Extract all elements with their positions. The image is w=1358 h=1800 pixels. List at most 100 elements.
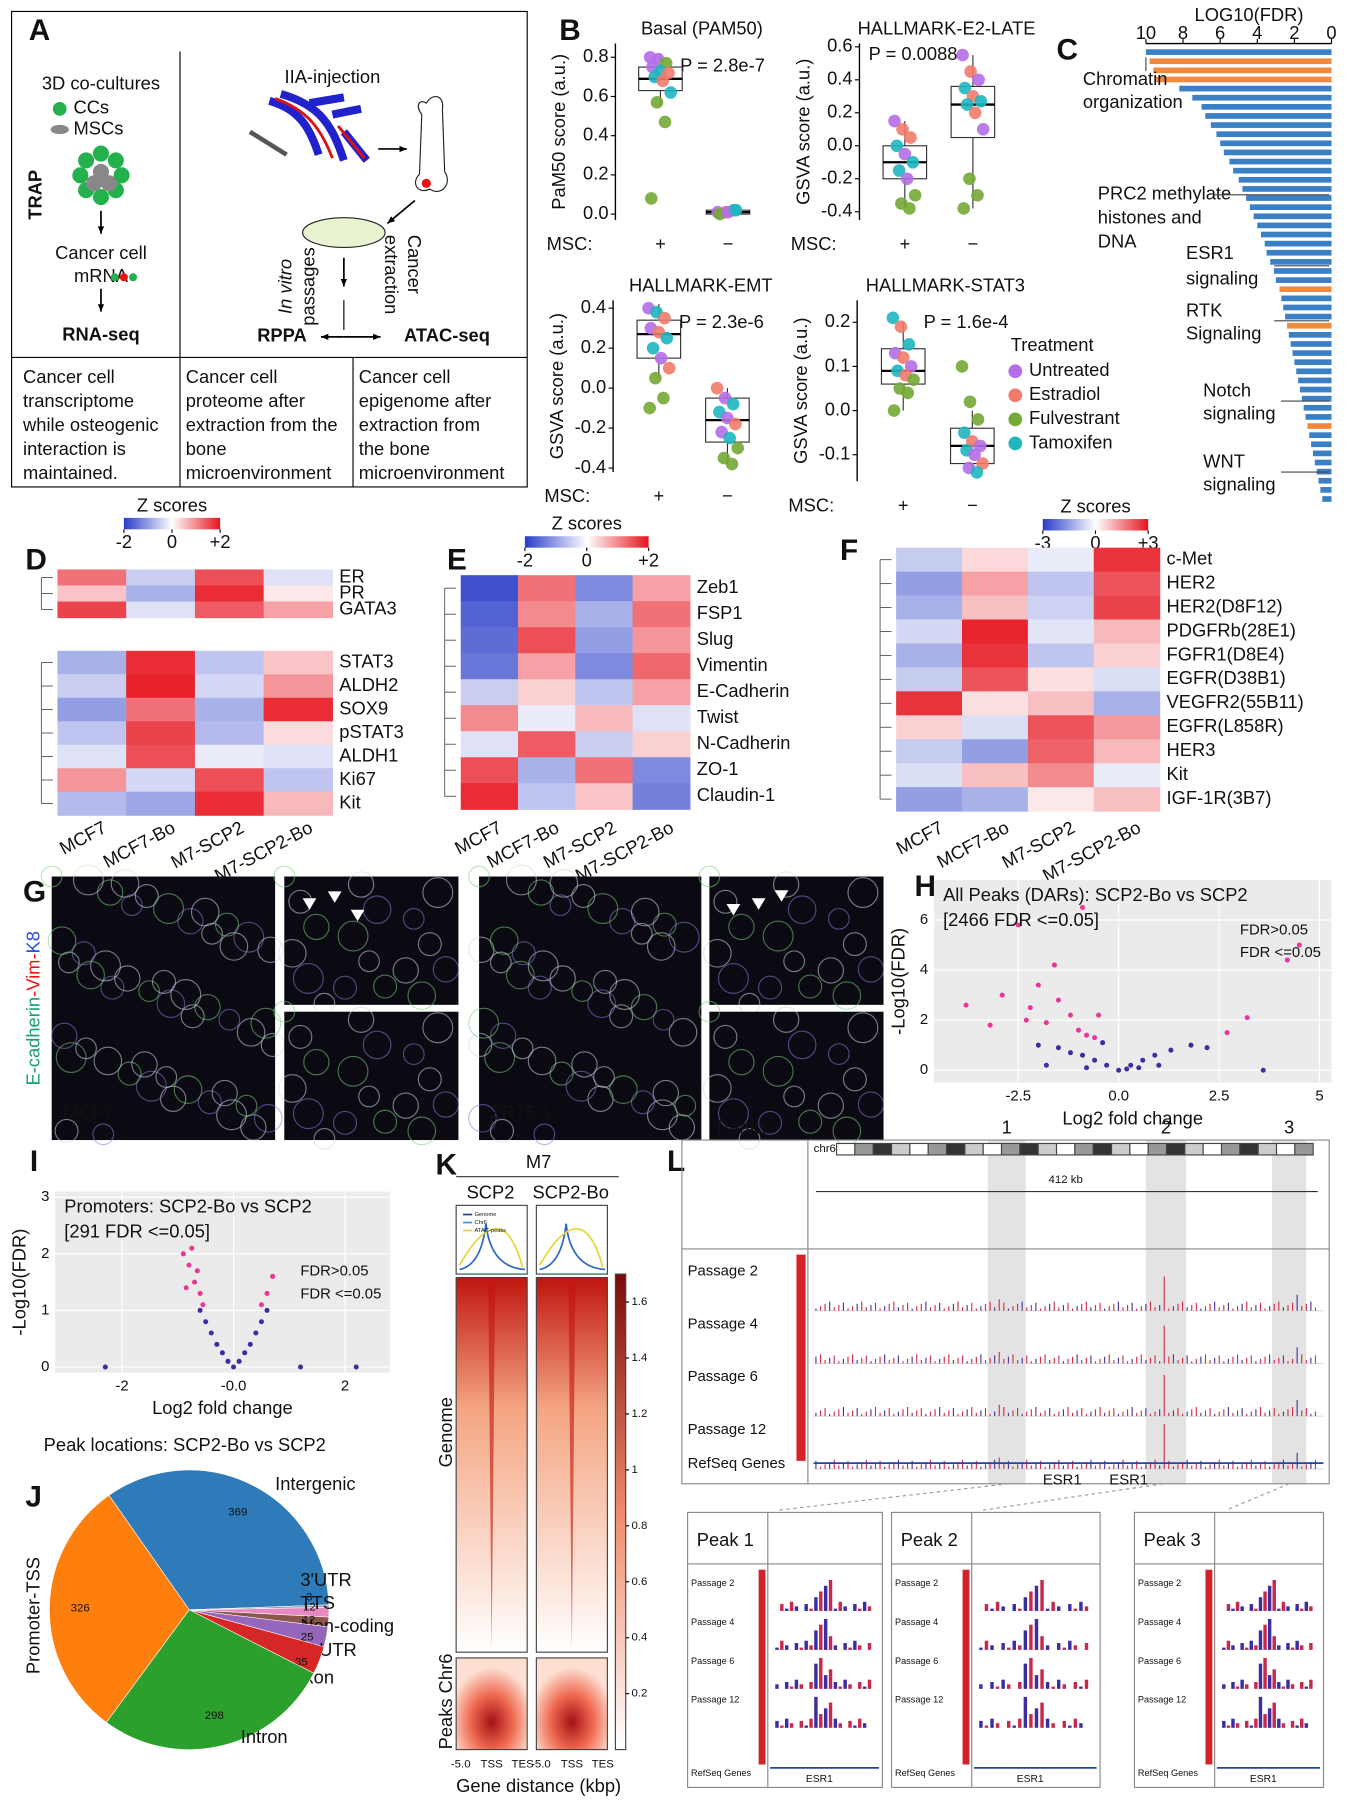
- ideogram-band: [1147, 1142, 1168, 1156]
- cell-outline: [758, 975, 783, 1000]
- cell-outline: [489, 951, 512, 974]
- heatmap-band: [488, 1280, 496, 1650]
- cell-outline: [549, 894, 572, 917]
- point: [1104, 1062, 1110, 1068]
- stain-label: E-cadherin-Vim-K8: [22, 931, 43, 1086]
- y-tick-label: 0.4: [581, 296, 606, 317]
- icon: [110, 273, 119, 282]
- group-label: MSC:: [547, 233, 593, 254]
- heat-cell: [1027, 619, 1095, 645]
- label: epigenome after: [359, 390, 491, 411]
- cell-outline: [646, 932, 676, 961]
- heat-cell: [575, 705, 634, 732]
- heat-cell: [126, 601, 196, 619]
- colorbar-tick-label: +2: [210, 531, 231, 552]
- cell-outline: [288, 1024, 313, 1049]
- heat-cell: [1093, 595, 1161, 621]
- legend-label: Chr6: [474, 1220, 486, 1226]
- cell-outline: [847, 1012, 879, 1044]
- heat-cell: [194, 569, 265, 587]
- profile: [459, 1223, 525, 1271]
- cell-outline: [71, 941, 96, 966]
- point: [971, 188, 984, 202]
- heat-cell: [518, 783, 576, 810]
- heat-cell: [263, 697, 333, 722]
- point: [731, 441, 745, 455]
- highlight: [1145, 1140, 1187, 1484]
- heatmap-band: [568, 1280, 576, 1650]
- row-label: PR: [339, 581, 364, 602]
- cell-outline: [549, 1061, 574, 1086]
- row-label: Zeb1: [697, 576, 739, 597]
- heat-cell: [575, 757, 634, 784]
- bar: [1279, 286, 1332, 293]
- heat-cell: [1093, 643, 1161, 668]
- cell-outline: [787, 895, 817, 925]
- x-tick-label: +: [899, 233, 910, 254]
- category-label: 3'UTR: [300, 1569, 351, 1590]
- plot-title: All Peaks (DARs): SCP2-Bo vs SCP2: [943, 884, 1248, 905]
- point: [957, 202, 971, 215]
- cell-outline: [332, 1110, 358, 1135]
- cell-outline: [489, 1022, 517, 1049]
- point: [236, 1358, 242, 1364]
- point: [654, 351, 668, 365]
- point: [963, 1002, 969, 1008]
- point: [1092, 1035, 1098, 1041]
- point: [1055, 1045, 1061, 1051]
- heat-cell: [126, 585, 196, 603]
- ideogram-band: [1257, 1142, 1278, 1156]
- point: [901, 386, 915, 400]
- annotation: signaling: [1203, 403, 1275, 424]
- bar: [1270, 259, 1332, 265]
- point: [264, 1290, 270, 1296]
- point: [1296, 942, 1302, 948]
- ideogram-band: [1037, 1142, 1058, 1156]
- cell-outline: [337, 1055, 369, 1087]
- ideogram-band: [872, 1142, 893, 1156]
- icon: [72, 167, 89, 184]
- value-label: 298: [205, 1710, 224, 1722]
- point: [955, 360, 969, 373]
- cell-outline: [190, 897, 220, 927]
- cell-outline: [214, 912, 240, 937]
- label: MSCs: [73, 117, 123, 138]
- cell-outline: [842, 932, 867, 957]
- icon: [129, 273, 138, 282]
- y-axis-label: GSVA score (a.u.): [546, 313, 567, 459]
- cell-outline: [194, 993, 221, 1021]
- legend-label: ATAC-peaks: [474, 1228, 506, 1234]
- bar: [1229, 158, 1332, 165]
- cell-outline: [358, 1085, 380, 1108]
- heat-cell: [460, 679, 519, 706]
- cell-outline: [76, 960, 105, 990]
- label: microenvironment: [186, 462, 332, 483]
- point: [242, 1350, 248, 1356]
- point: [1080, 1052, 1086, 1058]
- point: [894, 320, 908, 333]
- peak-number: 3: [1284, 1116, 1294, 1137]
- cell-outline: [698, 1000, 721, 1023]
- label: Cancer: [404, 235, 425, 294]
- heat-cell: [263, 744, 333, 769]
- label: Cancer cell: [359, 366, 451, 387]
- heat-cell: [896, 547, 963, 573]
- plot-title: Basal (PAM50): [641, 18, 763, 39]
- track-label: Passage 2: [1138, 1578, 1181, 1588]
- legend-label: Tamoxifen: [1029, 431, 1113, 452]
- cell-outline: [468, 1032, 493, 1057]
- cell-outline: [717, 1098, 749, 1130]
- bar: [1305, 414, 1332, 420]
- x-tick-label: 2: [341, 1378, 349, 1394]
- cell-outline: [153, 893, 185, 925]
- heat-cell: [263, 768, 333, 793]
- cell-outline: [713, 889, 738, 914]
- point: [1168, 1047, 1174, 1053]
- track-label: Passage 4: [691, 1617, 734, 1627]
- icon: [119, 273, 128, 282]
- cell-outline: [277, 938, 307, 968]
- point: [886, 311, 900, 325]
- point: [896, 122, 909, 136]
- row-label: ZO-1: [697, 758, 739, 779]
- cell-outline: [827, 1043, 850, 1065]
